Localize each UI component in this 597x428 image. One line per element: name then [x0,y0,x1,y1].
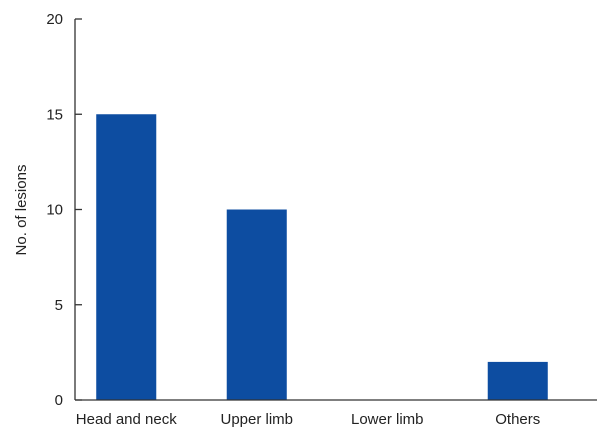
y-tick-label: 5 [55,297,63,314]
bar [96,114,157,400]
x-category-label: Upper limb [220,411,293,428]
bars [96,114,548,400]
y-axis-title: No. of lesions [13,165,30,256]
y-tick-label: 0 [55,392,63,409]
bar [487,361,548,400]
x-category-label: Others [495,411,540,428]
y-tick-label: 15 [46,106,63,123]
bar [226,209,287,400]
x-category-label: Lower limb [351,411,424,428]
x-category-label: Head and neck [76,411,177,428]
y-tick-label: 20 [46,11,63,28]
y-tick-label: 10 [46,202,63,219]
category-labels: Head and neck Upper limb Lower limb Others [76,411,540,428]
y-axis-ticks: 0 5 10 15 20 [46,11,82,409]
